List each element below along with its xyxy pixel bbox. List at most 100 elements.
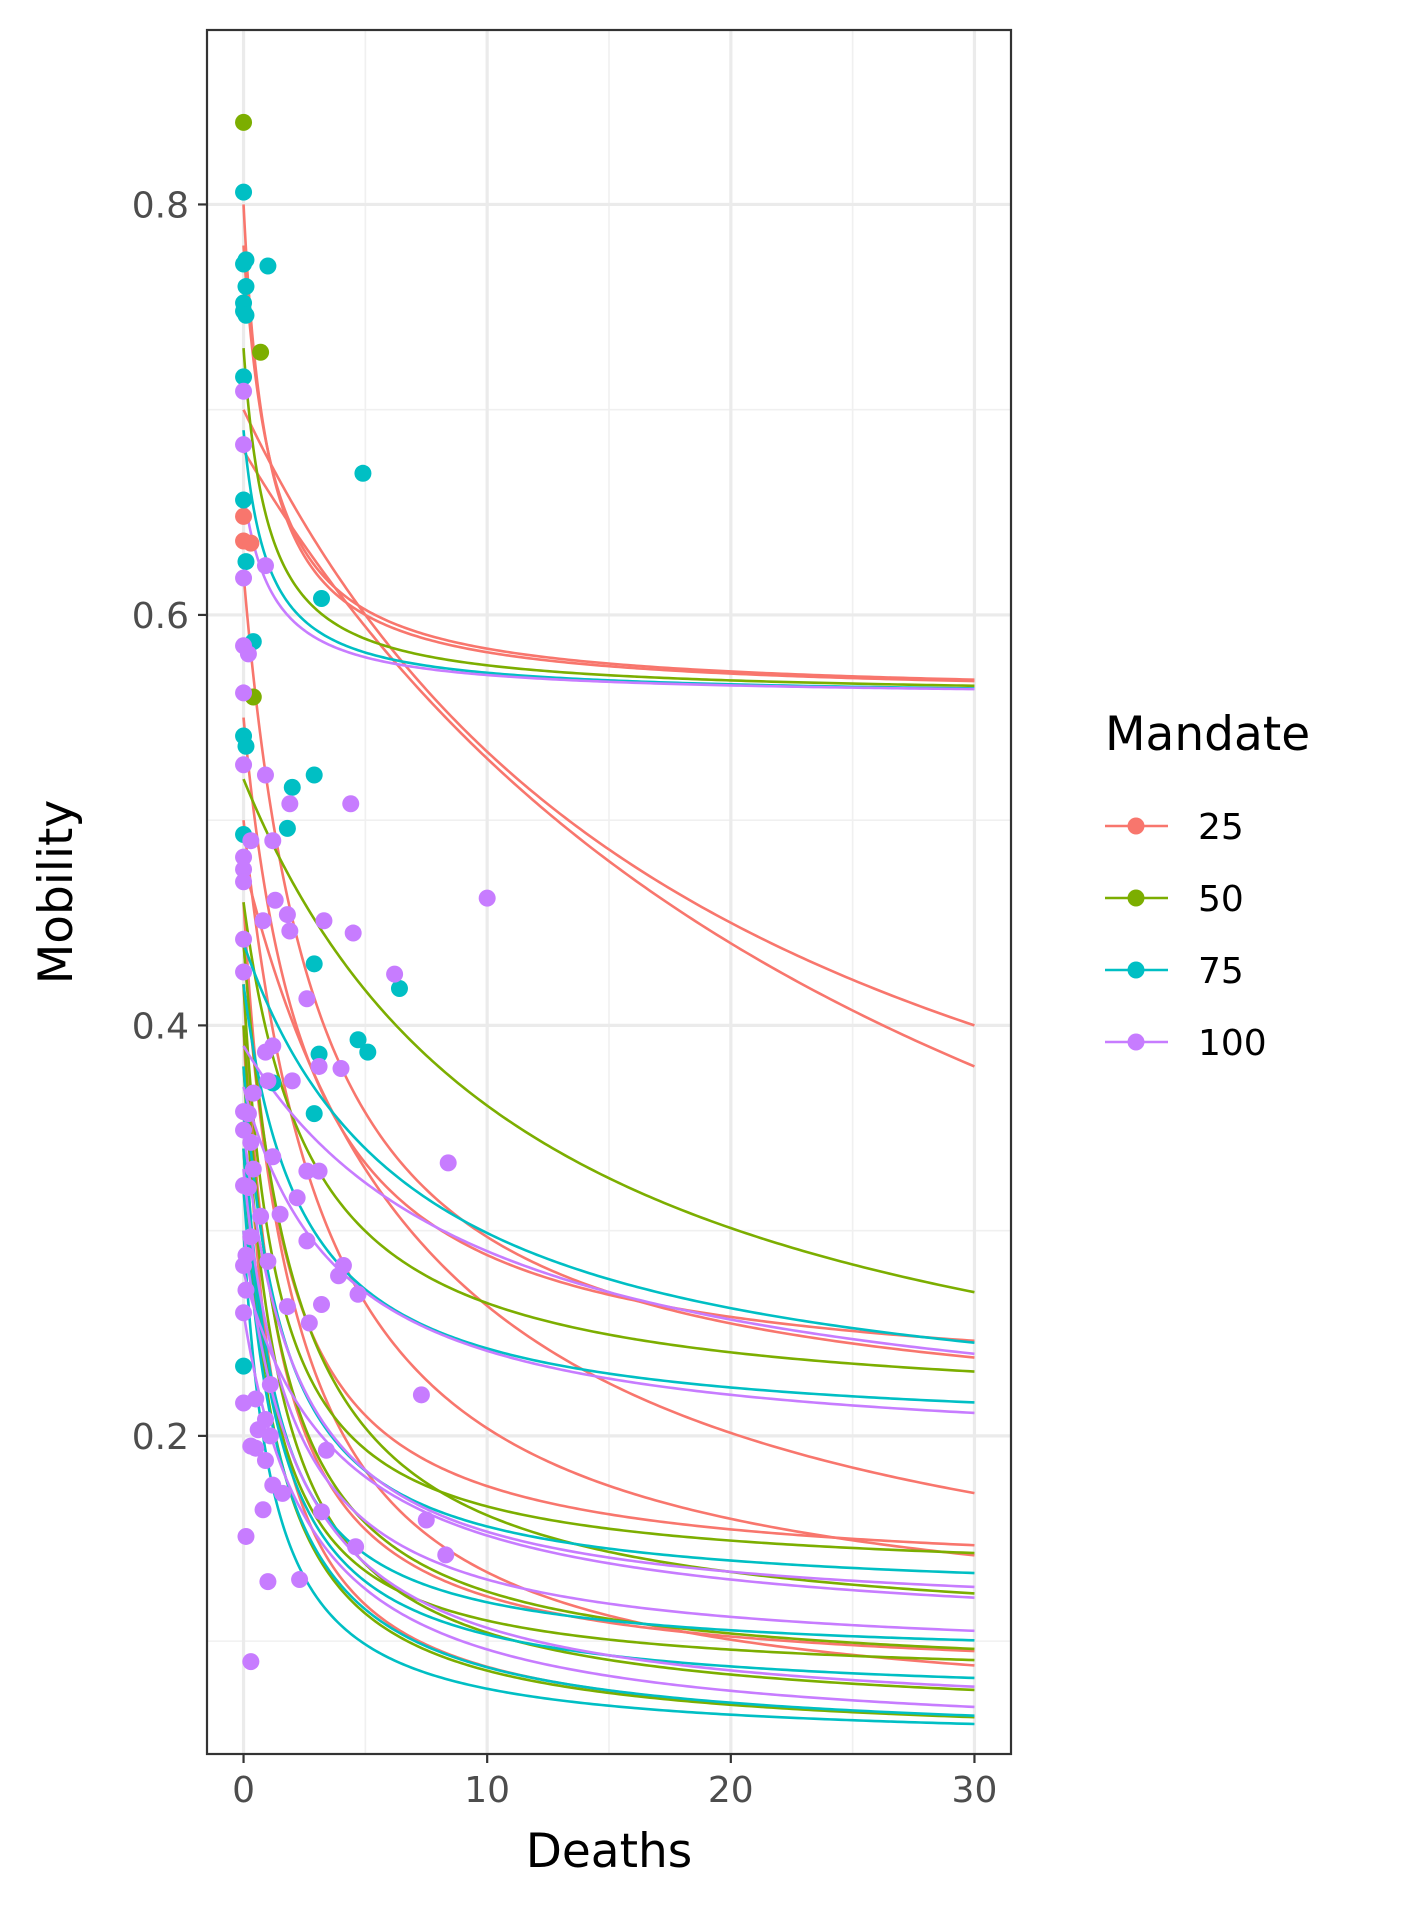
point-100 [261,1427,279,1445]
point-100 [237,1281,255,1299]
point-100 [259,1072,277,1090]
point-100 [344,924,362,942]
legend-label: 25 [1198,807,1244,848]
point-100 [271,1205,289,1223]
y-tick-label: 0.4 [132,1006,189,1047]
y-tick-label: 0.8 [132,185,189,226]
point-100 [235,860,253,878]
point-25 [235,507,253,525]
point-100 [235,684,253,702]
axes: 0 10 20 30 0.2 0.4 0.6 0.8 [132,185,998,1811]
point-100 [235,848,253,866]
fit-curve-75 [242,984,975,1404]
legend-label: 75 [1198,951,1244,992]
fit-curve-25 [242,860,975,1495]
panel-border [205,28,1013,1756]
point-75 [237,251,255,269]
point-100 [239,1179,257,1197]
fit-curve-50 [242,984,975,1555]
point-75 [237,306,255,324]
point-100 [291,1571,309,1589]
point-100 [235,873,253,891]
point-100 [266,891,284,909]
point-75 [390,979,408,997]
legend: Mandate 25 50 75 100 [1105,707,1310,1064]
point-100 [235,930,253,948]
point-100 [315,912,333,930]
point-100 [242,1228,260,1246]
x-axis-title: Deaths [526,1824,693,1879]
point-100 [298,1232,316,1250]
point-75 [313,590,331,608]
x-tick-label: 30 [952,1770,998,1811]
point-100 [417,1511,435,1529]
fit-curve-25 [242,245,975,681]
point-75 [278,819,296,837]
fit-curve-100 [242,1168,975,1633]
point-100 [235,436,253,454]
x-tick-label: 10 [464,1770,510,1811]
point-100 [254,912,272,930]
point-100 [237,1527,255,1545]
point-100 [244,1160,262,1178]
fit-curve-50 [242,902,975,1373]
point-75 [305,766,323,784]
point-100 [281,795,299,813]
point-100 [259,1252,277,1270]
point-100 [288,1189,306,1207]
point-100 [235,1304,253,1322]
point-75 [283,778,301,796]
x-tick-label: 0 [232,1770,255,1811]
point-75 [237,553,255,571]
point-100 [310,1162,328,1180]
point-100 [235,569,253,587]
point-100 [235,756,253,774]
fit-curve-50 [242,1066,975,1692]
point-100 [347,1538,365,1556]
data-points [235,113,496,1671]
point-100 [256,1043,274,1061]
point-100 [274,1484,292,1502]
point-75 [237,278,255,296]
legend-label: 100 [1198,1023,1267,1064]
point-100 [235,382,253,400]
point-100 [330,1267,348,1285]
point-100 [313,1503,331,1521]
legend-label: 50 [1198,879,1244,920]
point-100 [235,1394,253,1412]
point-75 [359,1043,377,1061]
legend-title: Mandate [1105,707,1310,762]
point-100 [235,1257,253,1275]
legend-key-point [1127,817,1145,835]
point-75 [305,955,323,973]
fit-curve-50 [242,1148,975,1719]
point-75 [235,368,253,386]
fit-curves [242,204,975,1726]
point-100 [281,922,299,940]
x-tick-label: 20 [708,1770,754,1811]
point-100 [342,795,360,813]
point-75 [235,491,253,509]
point-75 [349,1031,367,1049]
point-100 [256,557,274,575]
fit-curve-75 [242,1066,975,1575]
legend-key-point [1127,889,1145,907]
fit-curve-50 [242,348,975,688]
point-75 [259,257,277,275]
point-100 [247,1439,265,1457]
point-100 [256,766,274,784]
point-100 [259,1573,277,1591]
point-100 [317,1441,335,1459]
point-100 [278,906,296,924]
fit-curve-75 [242,942,975,1344]
point-100 [310,1057,328,1075]
point-100 [278,1298,296,1316]
fit-curve-100 [242,1086,975,1415]
point-75 [235,183,253,201]
point-75 [354,464,372,482]
point-100 [313,1296,331,1314]
fit-curve-25 [242,573,975,1359]
point-100 [332,1060,350,1077]
point-50 [252,343,270,361]
